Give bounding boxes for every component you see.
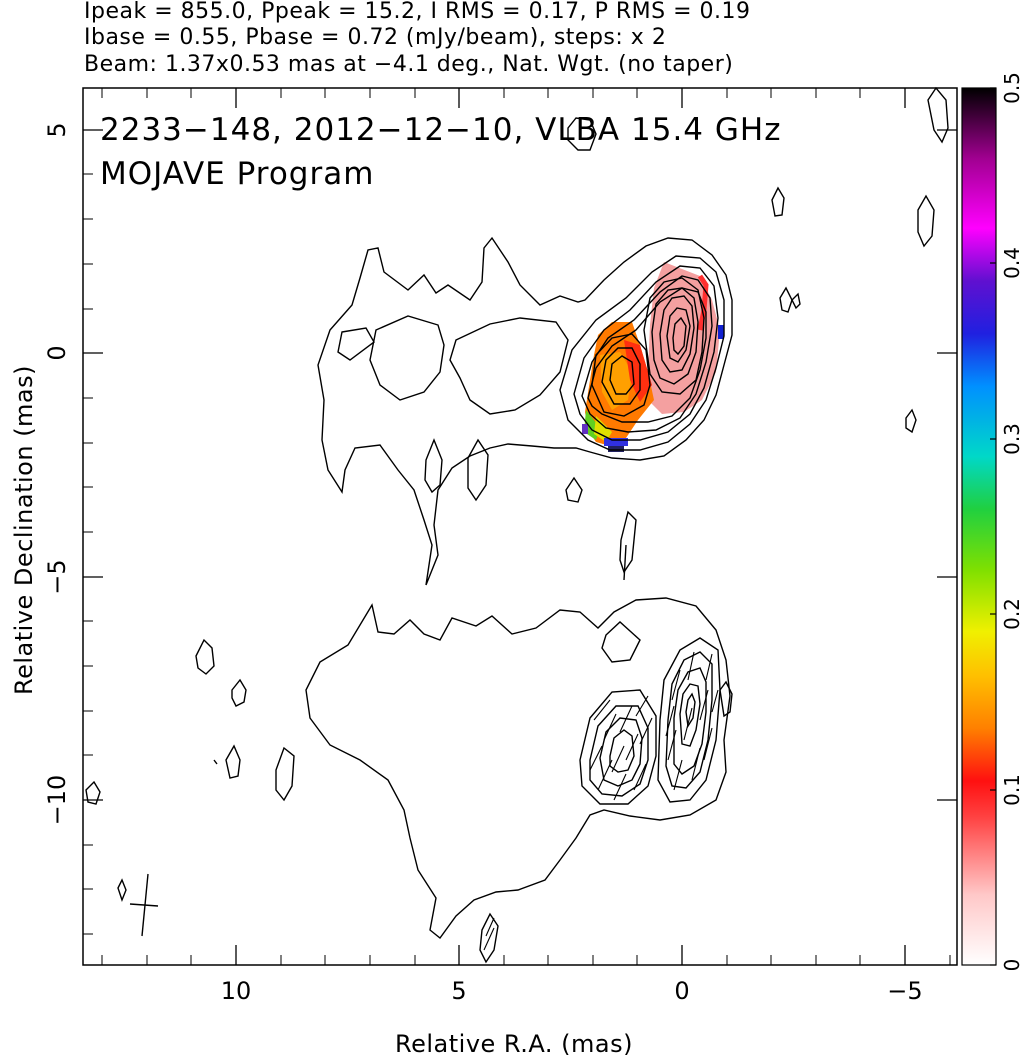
contour-blob-b xyxy=(467,438,489,502)
polarization-core-blue xyxy=(718,325,724,339)
polarization-jet-red xyxy=(624,340,652,402)
polarization-jet-yellow xyxy=(594,416,612,442)
lower-blob-f xyxy=(117,878,127,903)
contour-core-2 xyxy=(651,287,699,385)
contour-hole-right xyxy=(449,317,569,415)
contour-core-1 xyxy=(643,277,705,395)
lower-blob-a xyxy=(195,638,215,675)
y-axis-label: Relative Declination (mas) xyxy=(10,364,38,696)
y-tick-label: −10 xyxy=(43,775,71,826)
colorbar-label: 0.4 xyxy=(1000,247,1022,279)
lower-contours xyxy=(85,597,733,964)
x-tick-label: 5 xyxy=(451,977,466,1005)
colorbar-label: 0.2 xyxy=(1000,598,1022,630)
lower-outer-contour xyxy=(305,597,731,940)
x-tick-label: 0 xyxy=(674,977,689,1005)
lower-dot xyxy=(213,759,218,765)
polarization-jet-blue xyxy=(604,438,628,446)
lower-blob-b xyxy=(231,678,247,707)
x-axis-label: Relative R.A. (mas) xyxy=(395,1030,633,1058)
contour-level-3 xyxy=(573,265,719,441)
polarization-jet-warm xyxy=(600,352,632,410)
contour-core-5 xyxy=(672,316,687,356)
x-ticks xyxy=(235,88,906,965)
contour-blob-f xyxy=(771,186,785,217)
colorbar-labels: 0 0.1 0.2 0.3 0.4 0.5 xyxy=(1000,72,1022,971)
contour-blob-i xyxy=(917,194,935,248)
outer-contour xyxy=(317,236,733,586)
lower-contour-2b xyxy=(665,651,713,789)
chart-title: 2233−148, 2012−12−10, VLBA 15.4 GHz xyxy=(100,112,782,148)
colorbar-label: 0.3 xyxy=(1000,423,1022,455)
lower-blob-d xyxy=(275,746,295,802)
upper-contours xyxy=(317,86,949,586)
x-tick-label: −5 xyxy=(887,977,922,1005)
x-tick-label: 10 xyxy=(221,977,252,1005)
y-tick-labels: 5 0 −5 −10 xyxy=(43,122,71,825)
contour-blob-j xyxy=(905,408,917,434)
contour-hole-left xyxy=(337,327,375,361)
contour-jet-3 xyxy=(609,355,635,395)
contour-blob-a xyxy=(424,438,443,494)
contour-blob-g xyxy=(779,286,793,313)
contour-level-2 xyxy=(559,255,725,451)
lower-contour-5b xyxy=(685,692,696,728)
colorbar-ticks xyxy=(990,87,996,966)
contour-blob-e xyxy=(567,117,597,151)
lower-blob-e xyxy=(85,780,101,805)
contour-core-3 xyxy=(659,295,695,373)
colorbar-label: 0 xyxy=(1000,959,1022,972)
polarization-jet-violet xyxy=(582,424,588,434)
contour-blob-d xyxy=(619,510,637,574)
y-tick-label: 5 xyxy=(43,122,71,137)
lower-contour-1a xyxy=(579,689,657,805)
y-minor-ticks xyxy=(83,173,93,935)
contour-blob-k xyxy=(927,86,949,144)
polarization-jet-navy xyxy=(608,446,624,452)
polarization-core-edge xyxy=(697,274,709,331)
lower-contour-1b xyxy=(657,637,721,803)
x-minor-ticks xyxy=(101,88,951,965)
lower-contour-4b xyxy=(679,683,701,747)
contour-jet-1 xyxy=(591,333,651,417)
lower-contour-4a xyxy=(609,729,635,773)
contour-level-4 xyxy=(581,275,713,433)
y-ticks xyxy=(83,129,957,801)
lower-contour-3a xyxy=(599,717,643,787)
plot-frame xyxy=(82,87,958,966)
header-line-2: Ibase = 0.55, Pbase = 0.72 (mJy/beam), s… xyxy=(84,25,667,50)
evpa-vectors xyxy=(483,651,719,951)
header-line-3: Beam: 1.37x0.53 mas at −4.1 deg., Nat. W… xyxy=(84,52,734,77)
contour-hole-mid xyxy=(369,315,445,401)
contour-blob-h xyxy=(791,292,801,310)
x-tick-labels: 10 5 0 −5 xyxy=(221,977,923,1005)
contour-jet-2 xyxy=(601,347,641,405)
y-tick-label: 0 xyxy=(43,345,71,360)
lower-blob-h xyxy=(719,680,733,718)
colorbar-label: 0.1 xyxy=(1000,774,1022,806)
contour-core-4 xyxy=(666,307,691,363)
y-tick-label: −5 xyxy=(43,559,71,594)
lower-blob-c xyxy=(225,744,241,779)
chart-subtitle: MOJAVE Program xyxy=(100,156,375,192)
colorbar-label: 0.5 xyxy=(1000,72,1022,104)
beam-marker xyxy=(129,873,159,937)
lower-notch xyxy=(601,621,641,663)
header-line-1: Ipeak = 855.0, Ppeak = 15.2, I RMS = 0.1… xyxy=(84,0,751,24)
pol-vector xyxy=(623,544,627,581)
lower-blob-g xyxy=(479,912,499,964)
contour-blob-c xyxy=(565,476,583,503)
colorbar xyxy=(961,87,997,966)
